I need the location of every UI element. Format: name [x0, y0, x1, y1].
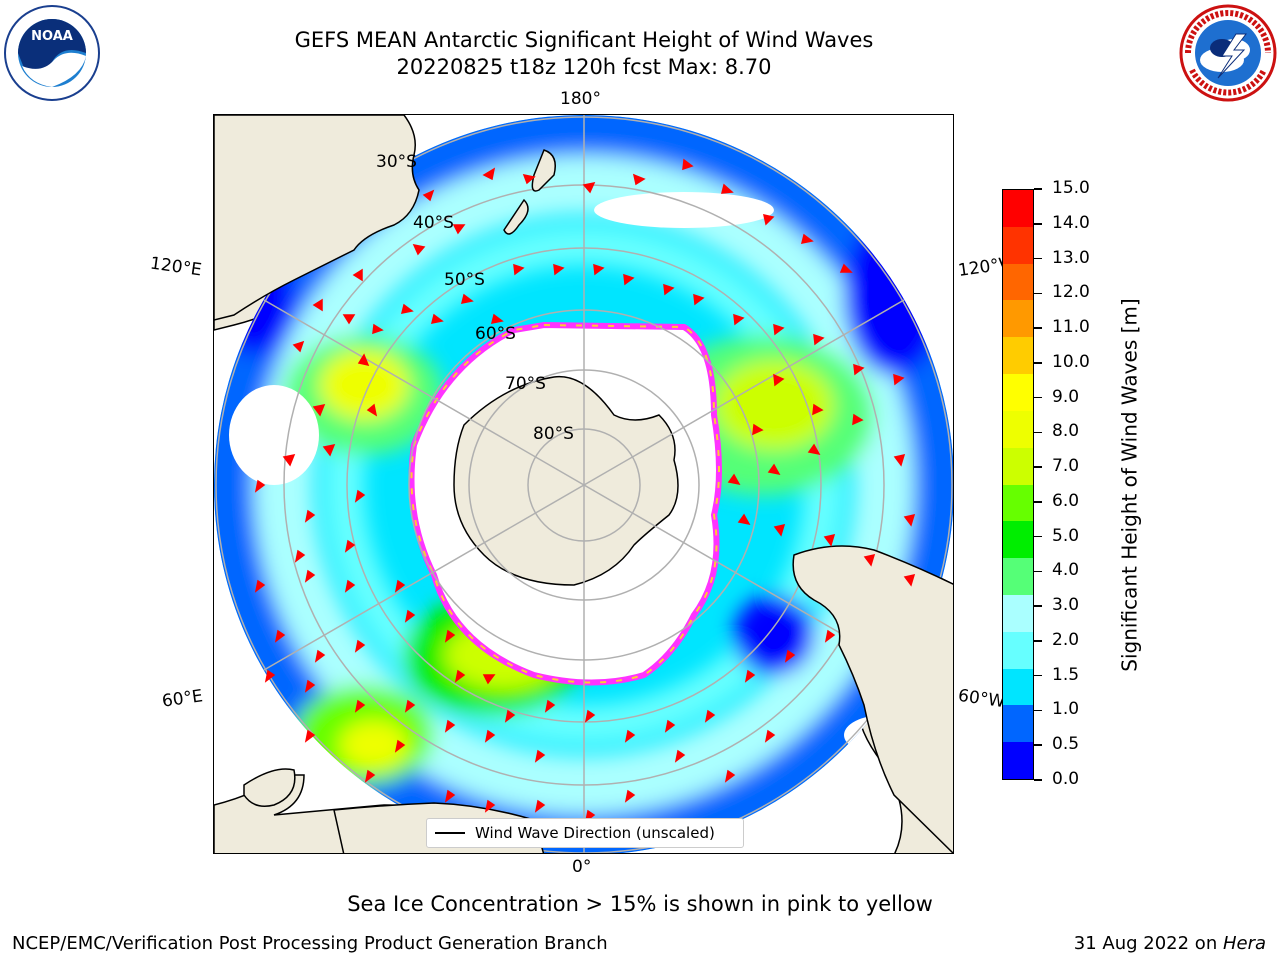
colorbar-tick-label: 1.5 [1052, 664, 1080, 685]
colorbar-tick-label: 7.0 [1052, 456, 1080, 477]
colorbar-segment [1003, 705, 1033, 743]
colorbar-tick-mark [1034, 744, 1042, 746]
colorbar-tick-mark [1034, 396, 1042, 399]
lat-label-30s: 30°S [376, 152, 417, 172]
footer-date: 31 Aug 2022 on [1073, 933, 1223, 954]
colorbar-tick-mark [1034, 709, 1042, 712]
colorbar-tick-label: 10.0 [1052, 351, 1090, 372]
colorbar-tick-label: 6.0 [1052, 490, 1080, 511]
colorbar-segment [1003, 337, 1033, 375]
map-legend: Wind Wave Direction (unscaled) [426, 818, 744, 848]
colorbar-segment [1003, 226, 1033, 264]
colorbar-tick-mark [1034, 640, 1042, 642]
wind-wave-arrows [254, 158, 916, 833]
colorbar-segment [1003, 631, 1033, 669]
sea-ice-note: Sea Ice Concentration > 15% is shown in … [347, 892, 933, 916]
colorbar-segment [1003, 521, 1033, 559]
footer-right: 31 Aug 2022 on Hera [1074, 933, 1266, 954]
colorbar-tick-label: 5.0 [1052, 525, 1080, 546]
map-panel [213, 114, 954, 854]
noaa-logo: NOAA [2, 4, 102, 102]
colorbar-segment [1003, 447, 1033, 485]
colorbar-segment [1003, 484, 1033, 522]
colorbar-segment [1003, 190, 1033, 227]
colorbar-tick-label: 0.5 [1052, 734, 1080, 755]
colorbar-tick-label: 14.0 [1052, 212, 1090, 233]
colorbar-tick-label: 0.0 [1052, 769, 1080, 789]
lat-label-40s: 40°S [413, 213, 454, 233]
lon-label-0: 0° [572, 857, 592, 877]
colorbar-tick-mark [1034, 501, 1042, 503]
colorbar-tick-mark [1034, 362, 1042, 364]
lat-label-80s: 80°S [533, 424, 574, 444]
legend-label: Wind Wave Direction (unscaled) [475, 824, 715, 842]
colorbar-tick-mark [1034, 466, 1042, 468]
colorbar-tick-label: 15.0 [1052, 178, 1090, 198]
colorbar-tick-mark [1034, 674, 1042, 677]
noaa-logo-text: NOAA [31, 29, 73, 44]
colorbar-tick-mark [1034, 535, 1042, 538]
lon-label-60e: 60°E [160, 686, 205, 712]
colorbar-tick-label: 9.0 [1052, 386, 1080, 407]
lon-label-180: 180° [560, 89, 601, 109]
colorbar-tick-mark [1034, 605, 1042, 607]
colorbar-tick-label: 4.0 [1052, 560, 1080, 581]
chart-subtitle: 20220825 t18z 120h fcst Max: 8.70 [396, 55, 772, 79]
lat-label-70s: 70°S [505, 374, 546, 394]
colorbar-tick-mark [1034, 779, 1042, 781]
legend-line-swatch [435, 832, 465, 834]
footer-host: Hera [1222, 933, 1266, 954]
colorbar-tick-mark [1034, 257, 1042, 260]
colorbar [1002, 189, 1034, 780]
colorbar-tick-mark [1034, 292, 1042, 295]
colorbar-tick-label: 11.0 [1052, 317, 1090, 338]
colorbar-tick-label: 13.0 [1052, 247, 1090, 268]
colorbar-segment [1003, 410, 1033, 448]
chart-title: GEFS MEAN Antarctic Significant Height o… [294, 28, 874, 52]
colorbar-segment [1003, 374, 1033, 411]
colorbar-tick-mark [1034, 431, 1042, 434]
colorbar-segment [1003, 263, 1033, 301]
colorbar-tick-mark [1034, 223, 1042, 225]
colorbar-tick-label: 8.0 [1052, 421, 1080, 442]
colorbar-tick-mark [1034, 188, 1042, 190]
colorbar-tick-label: 2.0 [1052, 629, 1080, 650]
colorbar-segment [1003, 742, 1033, 779]
colorbar-segment [1003, 668, 1033, 706]
nws-logo [1178, 4, 1278, 102]
colorbar-tick-mark [1034, 570, 1042, 573]
colorbar-segment [1003, 300, 1033, 338]
lon-label-120e: 120°E [148, 253, 203, 281]
lat-label-50s: 50°S [444, 270, 485, 290]
colorbar-tick-label: 1.0 [1052, 699, 1080, 720]
colorbar-tick-label: 3.0 [1052, 595, 1080, 616]
footer-left: NCEP/EMC/Verification Post Processing Pr… [12, 933, 608, 954]
colorbar-segment [1003, 558, 1033, 595]
lon-label-60w: 60°W [956, 685, 1007, 713]
colorbar-segment [1003, 594, 1033, 632]
polar-map [214, 115, 953, 853]
colorbar-tick-label: 12.0 [1052, 282, 1090, 303]
colorbar-tick-mark [1034, 327, 1042, 329]
colorbar-label: Significant Height of Wind Waves [m] [1117, 298, 1142, 672]
lat-label-60s: 60°S [475, 324, 516, 344]
